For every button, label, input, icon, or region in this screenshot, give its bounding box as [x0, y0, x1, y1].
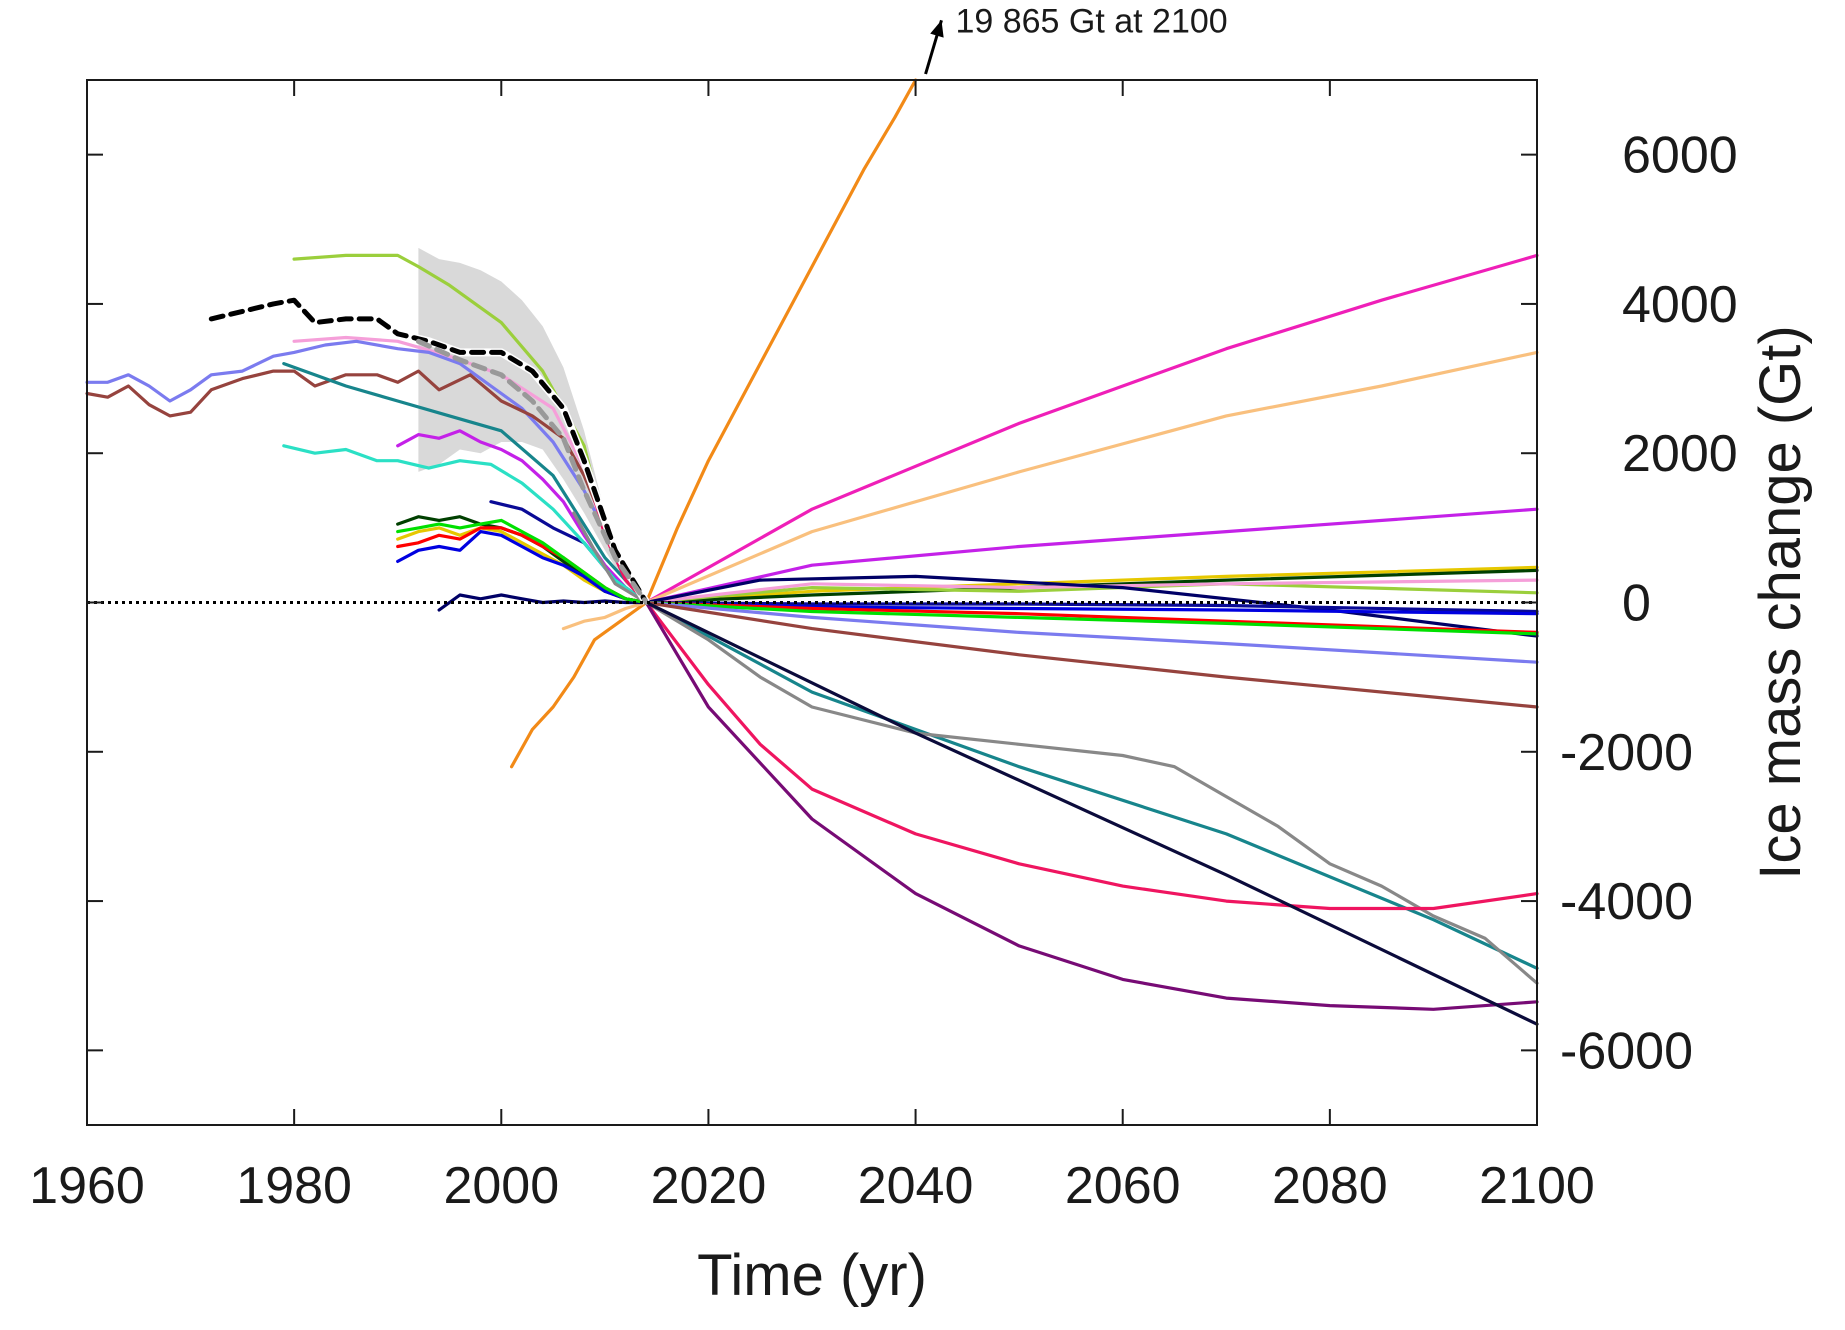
- series-line-13: [396, 518, 1539, 636]
- x-axis-title: Time (yr): [697, 1243, 927, 1308]
- y-axis: -6000 -4000 -2000 0 2000 4000 6000: [87, 127, 1738, 1080]
- x-axis: 1960 1980 2000 2020 2040 2060 2080 2100: [29, 80, 1595, 1215]
- series-line-2: [644, 253, 1539, 605]
- annotation-label: 19 865 Gt at 2100: [955, 2, 1227, 40]
- series-line-23: [415, 338, 649, 605]
- x-tick-label: 2060: [1065, 1157, 1181, 1215]
- x-tick-label: 2000: [443, 1157, 559, 1215]
- uncertainty-band: [418, 247, 647, 603]
- series-line-16: [282, 362, 1539, 970]
- y-tick-label: -2000: [1560, 724, 1693, 782]
- y-axis-title: Ice mass change (Gt): [1748, 325, 1813, 879]
- annotation-arrowhead: [930, 20, 944, 38]
- series-line-14: [85, 339, 1539, 664]
- x-tick-label: 1980: [236, 1157, 352, 1215]
- series-line-19: [582, 459, 1539, 911]
- x-tick-label: 2080: [1272, 1157, 1388, 1215]
- series-line-22: [208, 297, 649, 605]
- x-tick-label: 2020: [651, 1157, 767, 1215]
- series-line-3: [561, 350, 1539, 631]
- series-line-1: [510, 78, 918, 769]
- y-tick-label: 2000: [1622, 425, 1738, 483]
- series-line-17: [282, 444, 648, 605]
- series-line-21: [644, 600, 1539, 1026]
- series-line-11: [396, 529, 1539, 616]
- series-group: [85, 78, 1539, 1026]
- y-tick-label: 6000: [1622, 127, 1738, 185]
- series-line-20: [644, 600, 1539, 1011]
- series-line-15: [85, 369, 1539, 709]
- x-tick-label: 2100: [1479, 1157, 1595, 1215]
- y-tick-label: 4000: [1622, 276, 1738, 334]
- y-tick-label: -6000: [1560, 1022, 1693, 1080]
- series-line-7: [292, 253, 1539, 605]
- x-tick-label: 2040: [858, 1157, 974, 1215]
- series-line-9: [437, 574, 1539, 638]
- x-tick-label: 1960: [29, 1157, 145, 1215]
- series-line-4: [396, 429, 1539, 605]
- series-line-6: [396, 515, 1539, 605]
- y-tick-label: 0: [1622, 575, 1651, 633]
- uncertainty-band-area: [418, 247, 647, 603]
- y-tick-label: -4000: [1560, 873, 1693, 931]
- annotation: 19 865 Gt at 2100: [924, 2, 1228, 75]
